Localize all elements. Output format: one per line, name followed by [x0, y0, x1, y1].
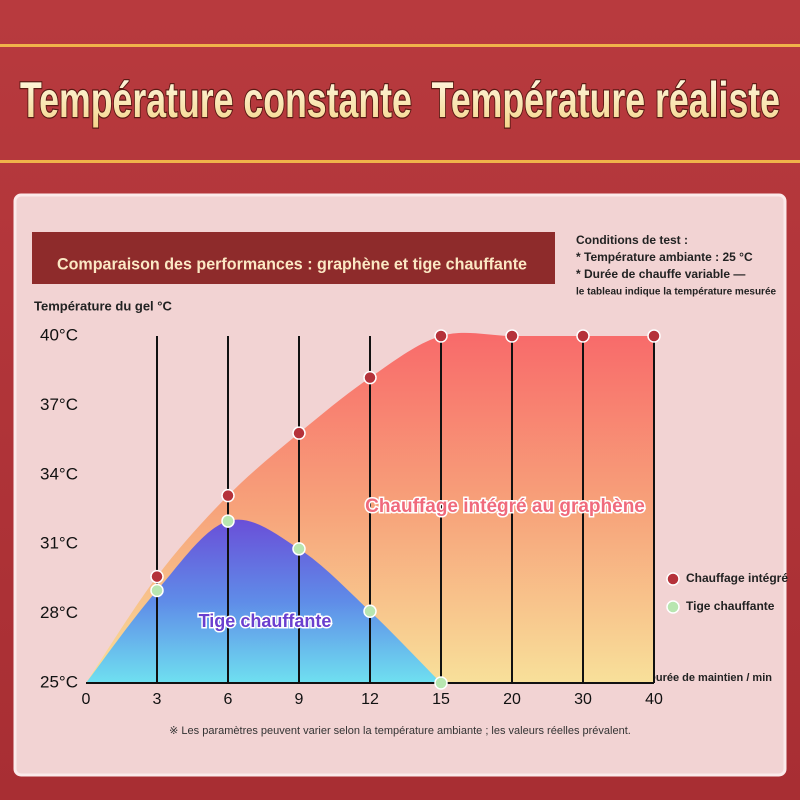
- legend-marker: [666, 600, 680, 614]
- x-tick-label: 6: [224, 691, 233, 708]
- y-tick-label: 28°C: [40, 603, 78, 622]
- subtitle: Comparaison des performances : graphène …: [57, 254, 527, 273]
- data-point: [150, 583, 164, 598]
- data-point: [292, 542, 306, 556]
- y-tick-label: 34°C: [40, 464, 78, 483]
- data-point: [150, 569, 164, 584]
- y-tick-label: 37°C: [40, 395, 78, 414]
- data-point: [434, 676, 448, 690]
- x-tick-label: 9: [295, 691, 304, 708]
- x-axis-label: Durée de maintien / min: [648, 672, 772, 684]
- data-point: [434, 329, 448, 343]
- footnote: ※ Les paramètres peuvent varier selon la…: [169, 725, 631, 737]
- x-tick-label: 20: [503, 691, 521, 708]
- test-condition: * Durée de chauffe variable —: [576, 267, 745, 281]
- title: Température constante Température réalis…: [20, 72, 780, 128]
- y-axis-label: Température du gel °C: [34, 298, 172, 313]
- x-tick-label: 3: [153, 691, 162, 708]
- data-point: [221, 514, 235, 528]
- series-area: [86, 519, 441, 683]
- test-condition: * Température ambiante : 25 °C: [576, 250, 753, 264]
- subtitle-bar: [32, 232, 555, 284]
- data-point: [363, 604, 377, 619]
- test-condition: Conditions de test :: [576, 233, 688, 247]
- legend-label: Tige chauffante: [686, 599, 775, 613]
- x-tick-label: 12: [361, 691, 379, 708]
- x-tick-label: 30: [574, 691, 592, 708]
- x-tick-label: 0: [82, 691, 91, 708]
- y-tick-label: 31°C: [40, 534, 78, 553]
- data-point: [221, 488, 235, 503]
- series-label: Tige chauffante: [199, 611, 332, 631]
- test-condition: le tableau indique la température mesuré…: [576, 287, 777, 298]
- header-rule: [0, 44, 800, 47]
- data-point: [647, 329, 661, 343]
- data-point: [505, 329, 519, 343]
- legend-label: Chauffage intégré: [686, 571, 788, 585]
- series-label: Chauffage intégré au graphène: [365, 496, 645, 517]
- data-point: [363, 370, 377, 385]
- y-tick-label: 40°C: [40, 325, 78, 344]
- legend-marker: [666, 572, 680, 586]
- data-point: [292, 426, 306, 440]
- data-point: [576, 329, 590, 343]
- x-tick-label: 15: [432, 691, 450, 708]
- header-rule: [0, 160, 800, 163]
- y-tick-label: 25°C: [40, 672, 78, 691]
- x-tick-label: 40: [645, 691, 663, 708]
